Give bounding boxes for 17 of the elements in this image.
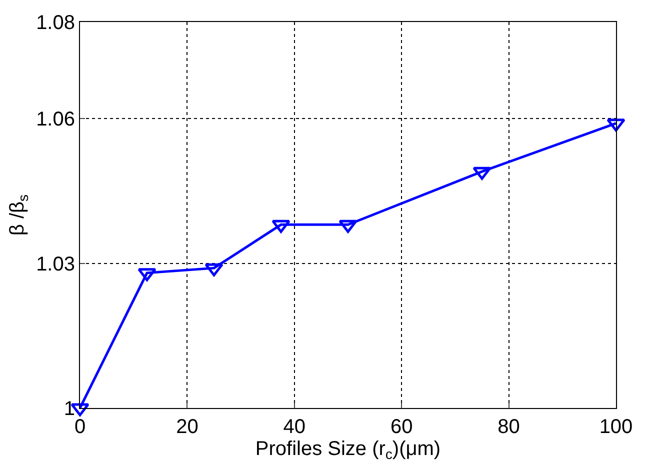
point xyxy=(272,220,290,233)
x-tick-label: 20 xyxy=(176,416,198,438)
x-tick-label: 0 xyxy=(74,416,86,438)
x-tick-label: 100 xyxy=(599,416,633,438)
x-axis-title: Profiles Size (r$_{c}$)(μm) xyxy=(255,438,441,462)
point xyxy=(138,268,156,282)
y-tick-label: 1.08 xyxy=(36,12,75,34)
x-tick-label: 40 xyxy=(283,416,306,438)
x-tick-label: 80 xyxy=(498,416,520,438)
point xyxy=(606,118,626,132)
y-tick-label: 1.06 xyxy=(36,108,75,130)
point xyxy=(472,166,492,180)
y-tick-label: 1.03 xyxy=(36,253,75,276)
x-tick-label: 60 xyxy=(390,416,413,438)
y-tick-label: 1 xyxy=(64,398,75,420)
point xyxy=(338,220,358,233)
point xyxy=(204,263,224,276)
